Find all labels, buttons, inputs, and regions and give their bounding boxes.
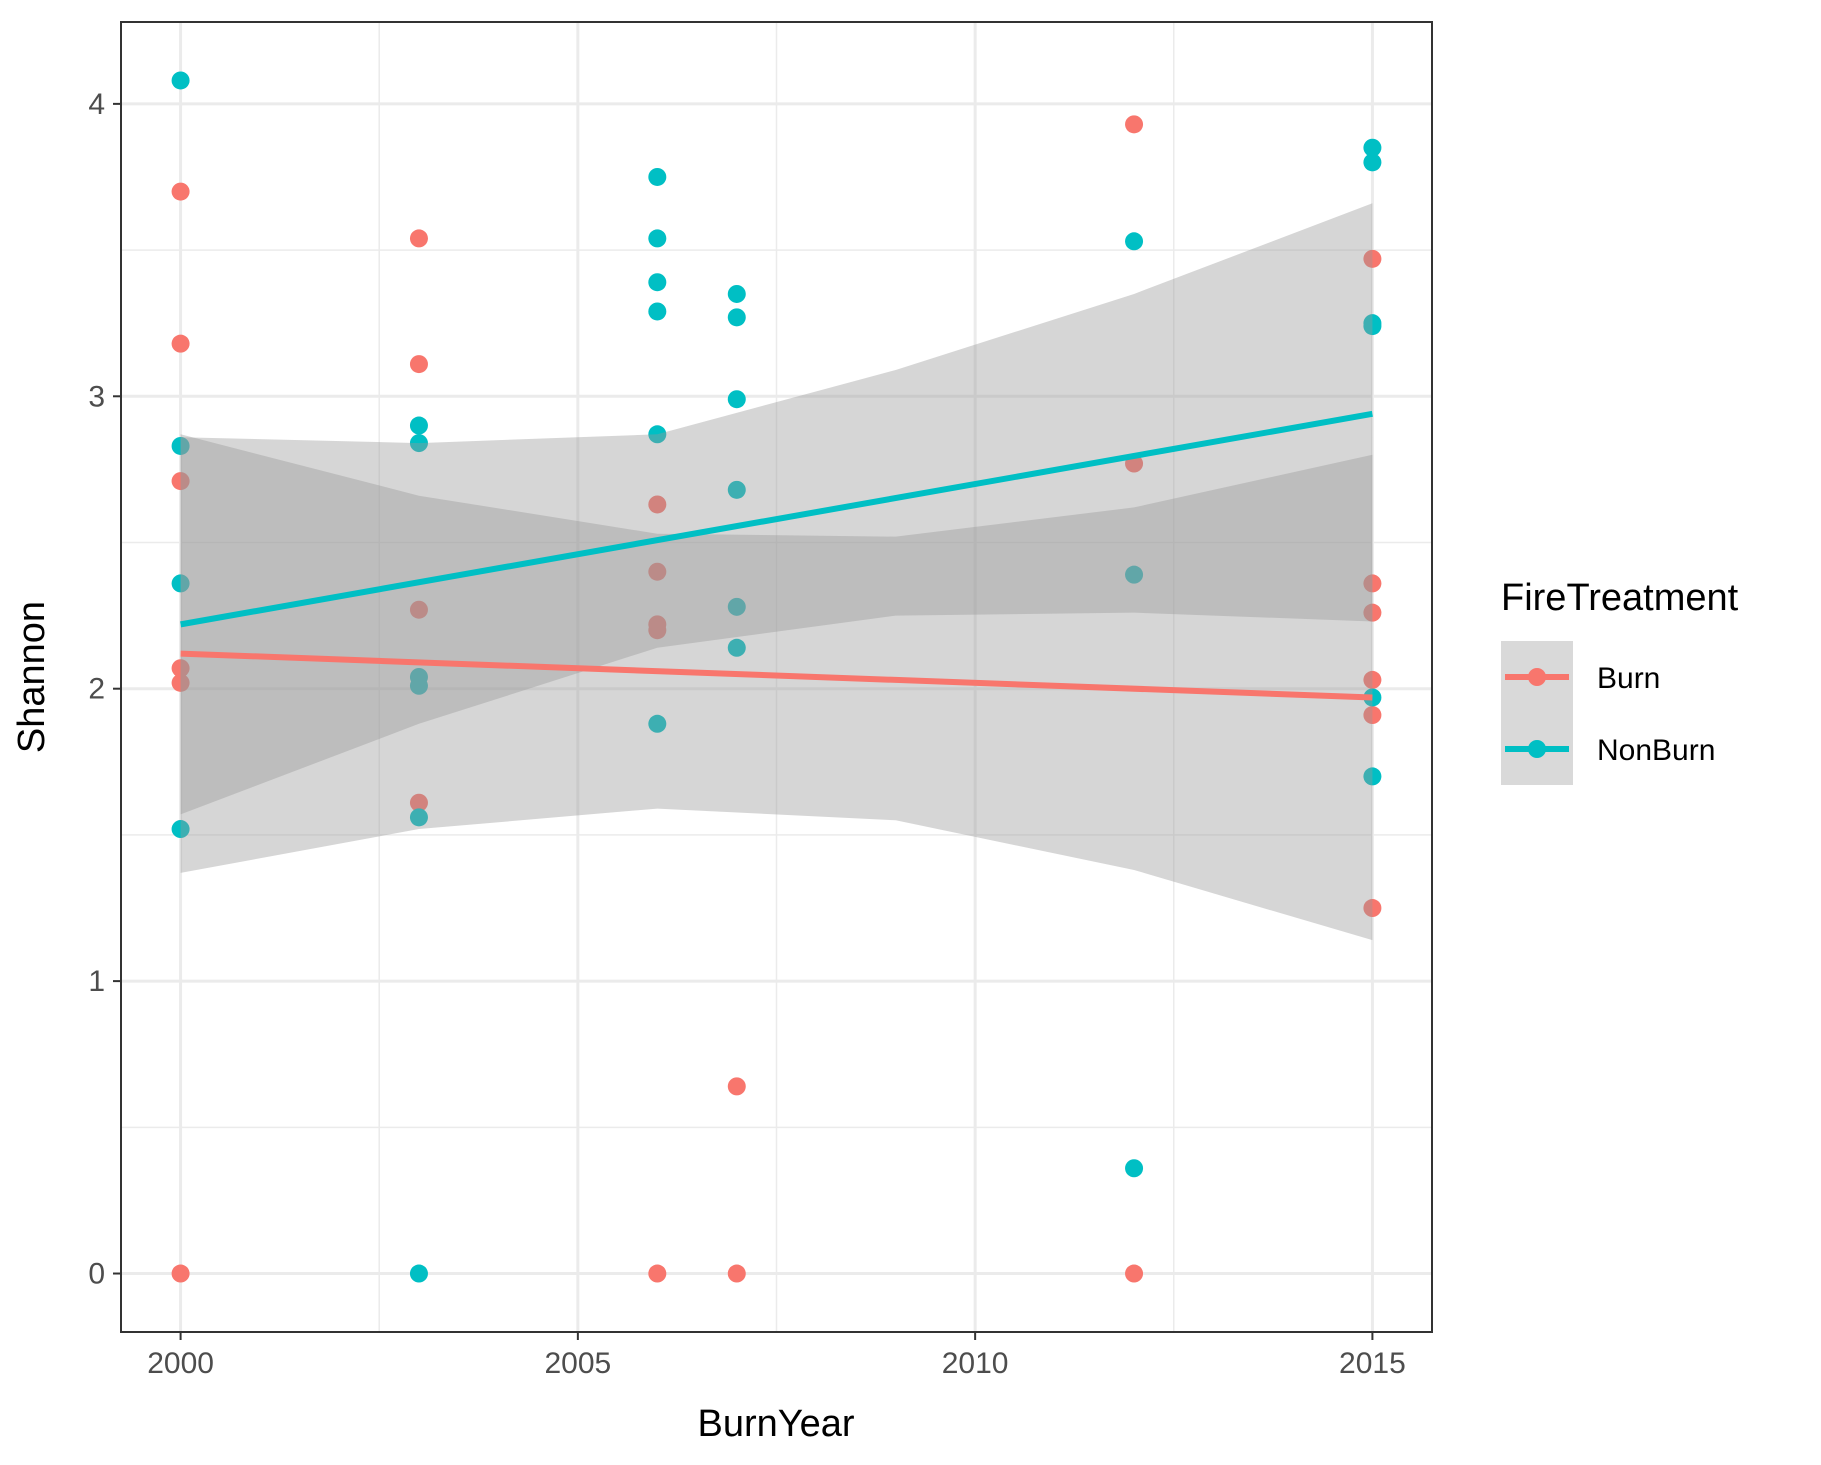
point-burn — [727, 1264, 746, 1283]
point-nonburn — [1125, 565, 1144, 584]
y-axis-title: Shannon — [11, 601, 53, 753]
point-burn — [648, 1264, 667, 1283]
point-burn — [1363, 249, 1382, 268]
point-nonburn — [1125, 1159, 1144, 1178]
point-burn — [1363, 706, 1382, 725]
point-nonburn — [727, 597, 746, 616]
x-axis-title: BurnYear — [697, 1403, 854, 1445]
point-burn — [171, 334, 190, 353]
point-burn — [1363, 574, 1382, 593]
point-burn — [171, 182, 190, 201]
y-tick-label: 3 — [88, 380, 105, 413]
panel-border — [120, 21, 1433, 1333]
point-nonburn — [648, 273, 667, 292]
legend-title: FireTreatment — [1501, 577, 1739, 619]
point-burn — [1363, 899, 1382, 918]
point-burn — [409, 355, 428, 374]
legend-label-nonburn: NonBurn — [1597, 734, 1715, 767]
point-burn — [409, 600, 428, 619]
point-nonburn — [648, 302, 667, 321]
fit-line-nonburn — [180, 410, 1373, 628]
point-nonburn — [171, 71, 190, 90]
point-burn — [648, 495, 667, 514]
point-nonburn — [648, 714, 667, 733]
point-nonburn — [727, 308, 746, 327]
point-nonburn — [171, 820, 190, 839]
point-nonburn — [1363, 138, 1382, 157]
point-burn — [409, 793, 428, 812]
point-nonburn — [1363, 317, 1382, 336]
point-burn — [1125, 1264, 1144, 1283]
y-tick-label: 0 — [88, 1258, 105, 1291]
point-burn — [1125, 115, 1144, 134]
point-burn — [1363, 603, 1382, 622]
point-burn — [648, 621, 667, 640]
point-nonburn — [1363, 767, 1382, 786]
point-burn — [409, 229, 428, 248]
point-nonburn — [727, 390, 746, 409]
point-nonburn — [1125, 232, 1144, 251]
legend: FireTreatment Burn NonBurn — [1501, 577, 1739, 785]
y-tick-label: 4 — [88, 88, 105, 121]
legend-nonburn-point — [1528, 740, 1546, 758]
point-nonburn — [409, 676, 428, 695]
point-burn — [1363, 670, 1382, 689]
point-nonburn — [171, 436, 190, 455]
point-burn — [171, 673, 190, 692]
y-axis-ticks: 0 1 2 3 4 — [88, 88, 121, 1291]
legend-label-burn: Burn — [1597, 662, 1660, 695]
point-nonburn — [409, 808, 428, 827]
point-nonburn — [171, 574, 190, 593]
x-tick-label: 2000 — [147, 1347, 214, 1380]
point-nonburn — [727, 480, 746, 499]
x-tick-label: 2010 — [942, 1347, 1009, 1380]
x-tick-label: 2015 — [1339, 1347, 1406, 1380]
data-points — [171, 71, 1382, 1283]
point-nonburn — [648, 229, 667, 248]
point-nonburn — [727, 638, 746, 657]
fit-lines — [180, 410, 1373, 701]
point-nonburn — [409, 416, 428, 435]
point-burn — [171, 472, 190, 491]
point-nonburn — [1363, 153, 1382, 172]
point-burn — [648, 562, 667, 581]
ci-ribbon-burn — [180, 434, 1373, 941]
point-nonburn — [648, 425, 667, 444]
x-tick-label: 2005 — [544, 1347, 611, 1380]
legend-burn-point — [1528, 668, 1546, 686]
point-burn — [171, 659, 190, 678]
point-nonburn — [727, 284, 746, 303]
fit-line-burn — [180, 650, 1373, 701]
point-burn — [171, 1264, 190, 1283]
y-tick-label: 2 — [88, 673, 105, 706]
point-nonburn — [409, 1264, 428, 1283]
point-burn — [727, 1077, 746, 1096]
x-axis-ticks: 2000 2005 2010 2015 — [147, 1332, 1406, 1380]
point-nonburn — [648, 167, 667, 186]
y-tick-label: 1 — [88, 965, 105, 998]
point-nonburn — [409, 434, 428, 453]
